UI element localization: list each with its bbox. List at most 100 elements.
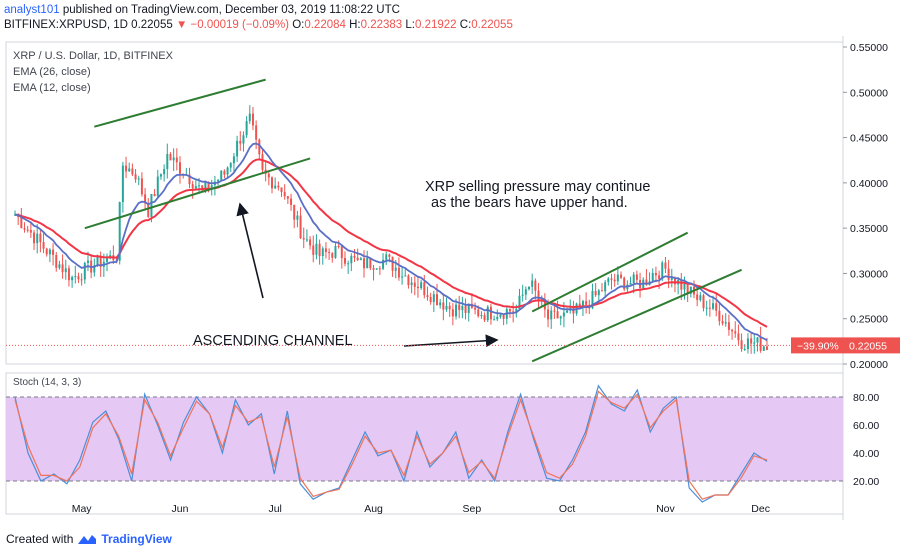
candle-body <box>144 194 147 204</box>
low-value: 0.21922 <box>415 19 457 31</box>
candle-body <box>537 290 540 300</box>
candle-body <box>356 257 359 261</box>
candle-body <box>404 275 407 277</box>
candle-body <box>96 255 99 266</box>
candle-body <box>93 265 96 273</box>
candle-body <box>261 154 264 170</box>
candle-body <box>477 309 480 317</box>
last-price-label: 0.22055 <box>849 340 887 352</box>
last-price: 0.22055 <box>131 19 173 31</box>
candle-body <box>562 312 565 317</box>
candle-body <box>391 256 394 271</box>
candle-body <box>134 174 137 180</box>
price-chart[interactable]: 0.55000 0.50000 0.45000 0.40000 0.35000 0.300… <box>0 36 900 520</box>
channel-lower-line <box>531 268 742 363</box>
candle-body <box>378 268 381 270</box>
candle-body <box>321 248 324 257</box>
candle-body <box>369 257 372 269</box>
candle-body <box>188 174 191 185</box>
candle-body <box>42 242 45 249</box>
candle-body <box>607 278 610 283</box>
publish-info: analyst101 published on TradingView.com,… <box>4 4 400 16</box>
candle-body <box>724 322 727 324</box>
ema26-legend[interactable]: EMA (26, close) <box>13 66 91 78</box>
last-price-badge <box>791 337 900 354</box>
candle-body <box>740 340 743 350</box>
candle-body <box>55 255 58 268</box>
candle-body <box>746 338 749 350</box>
candle-body <box>429 297 432 303</box>
candle-body <box>23 228 26 230</box>
y-tick-label: 0.45000 <box>850 133 888 145</box>
candle-body <box>765 346 768 350</box>
candle-body <box>175 157 178 163</box>
candle-body <box>394 267 397 271</box>
candle-body <box>131 168 134 175</box>
candle-body <box>623 277 626 290</box>
candle-body <box>229 163 232 168</box>
candle-body <box>191 184 194 189</box>
candle-body <box>712 303 715 309</box>
candle-body <box>474 307 477 310</box>
candle-body <box>52 249 55 256</box>
candle-body <box>363 258 366 269</box>
candle-body <box>531 280 534 287</box>
change-value: ▼ −0.00019 (−0.09%) <box>175 19 289 31</box>
candle-body <box>255 125 258 140</box>
candle-body <box>661 262 664 279</box>
candle-body <box>762 346 765 351</box>
candle-body <box>280 187 283 193</box>
candle-body <box>620 274 623 278</box>
candle-body <box>324 248 327 253</box>
candle-body <box>118 202 121 261</box>
low-label: L: <box>405 19 415 31</box>
candle-body <box>442 302 445 310</box>
candle-body <box>277 185 280 188</box>
candle-body <box>232 156 235 164</box>
candle-body <box>508 309 511 312</box>
candle-body <box>502 314 505 319</box>
stoch-d-line <box>14 390 768 500</box>
annotation-text-line2: as the bears have upper hand. <box>431 195 628 211</box>
candle-body <box>458 304 461 311</box>
candle-body <box>236 140 239 157</box>
candle-body <box>512 311 515 313</box>
created-with-text: Created with <box>6 532 74 546</box>
candle-body <box>708 307 711 309</box>
candle-body <box>553 310 556 312</box>
candle-body <box>547 309 550 320</box>
tradingview-brand[interactable]: TradingView <box>101 532 172 546</box>
candle-body <box>489 306 492 320</box>
candle-body <box>521 294 524 296</box>
candle-body <box>372 268 375 270</box>
candle-body <box>267 173 270 178</box>
candle-body <box>315 243 318 255</box>
candle-body <box>274 185 277 189</box>
candle-body <box>718 310 721 321</box>
candle-body <box>604 282 607 292</box>
author-name[interactable]: analyst101 <box>4 4 60 16</box>
x-tick-label: Jul <box>268 503 281 515</box>
ema12-legend[interactable]: EMA (12, close) <box>13 82 91 94</box>
candle-body <box>29 229 32 233</box>
tradingview-logo-icon <box>77 533 97 545</box>
candle-body <box>448 305 451 310</box>
candle-body <box>721 320 724 324</box>
candle-body <box>435 294 438 306</box>
candle-body <box>194 186 197 189</box>
footer: Created with TradingView <box>6 532 172 546</box>
candle-body <box>150 194 153 217</box>
annotation-text-line1: XRP selling pressure may continue <box>425 179 651 195</box>
candle-body <box>397 267 400 278</box>
candle-body <box>83 263 86 280</box>
candle-body <box>629 283 632 285</box>
stoch-legend[interactable]: Stoch (14, 3, 3) <box>13 377 82 388</box>
y-tick-label: 0.20000 <box>850 359 888 371</box>
candle-body <box>153 194 156 197</box>
candle-body <box>178 162 181 174</box>
candle-body <box>401 276 404 278</box>
channel-upper-line <box>94 78 266 128</box>
candle-body <box>207 181 210 190</box>
candle-body <box>439 302 442 306</box>
candle-body <box>283 192 286 197</box>
